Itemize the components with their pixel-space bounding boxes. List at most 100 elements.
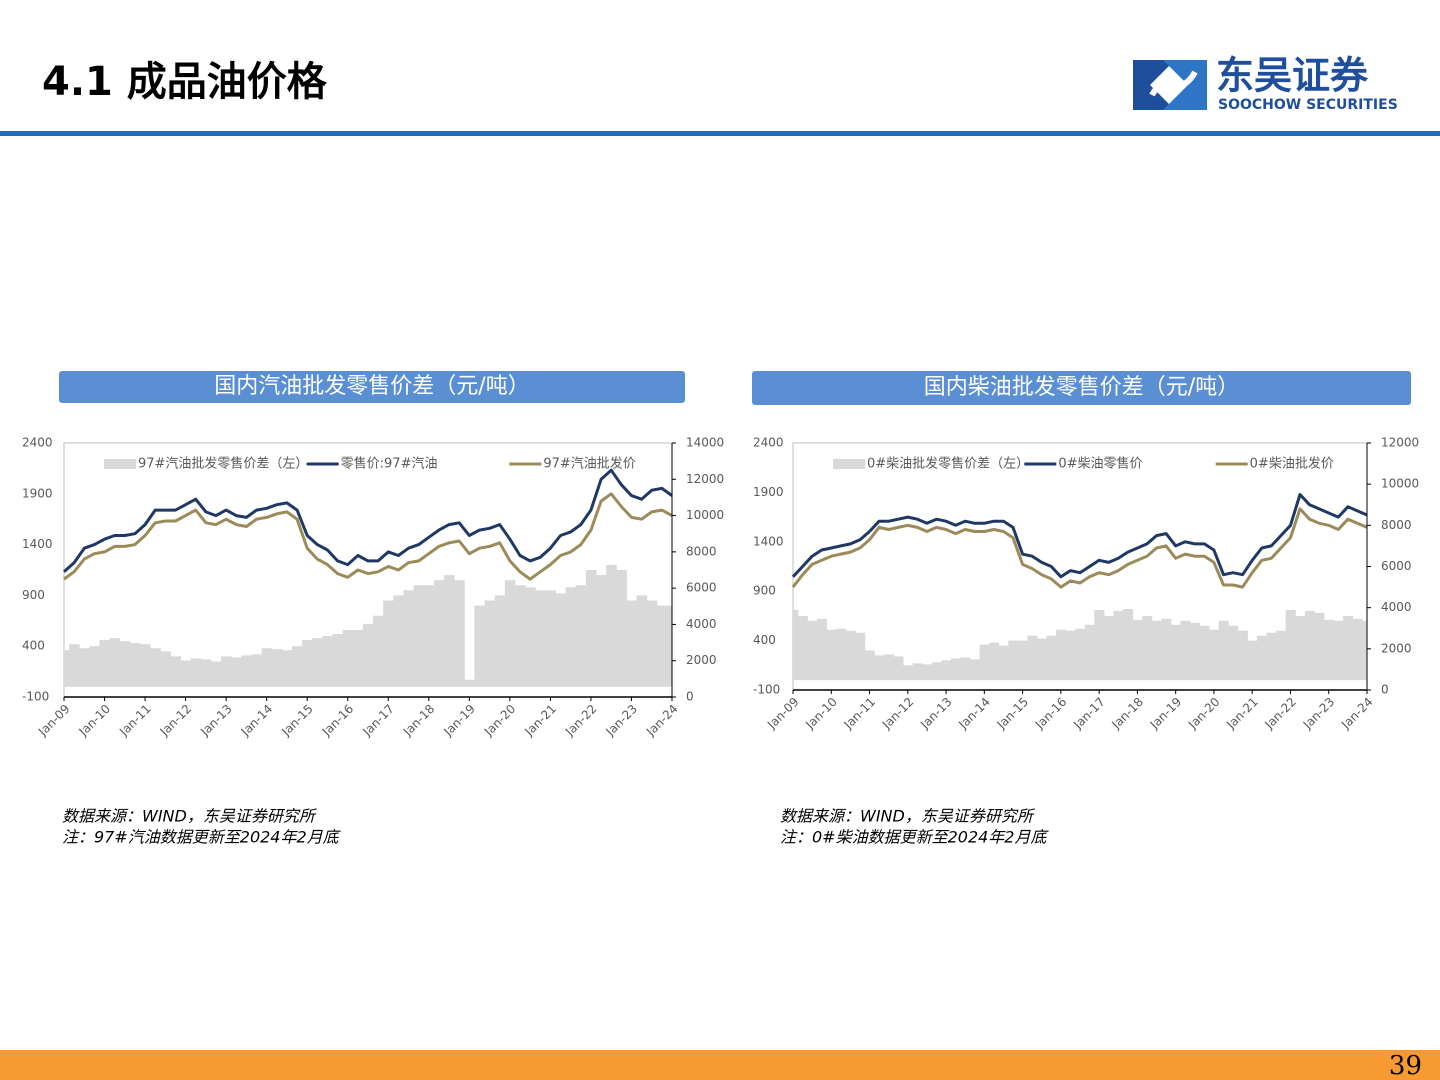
area-column [352,629,364,687]
x-tick-label: Jan-21 [1223,695,1261,733]
y2-tick-label: 10000 [1381,477,1419,491]
area-column [1304,610,1315,681]
area-column [1008,640,1019,681]
x-tick-label: Jan-10 [76,702,114,740]
y-tick-label: -100 [22,690,49,704]
source-note: 注：97#汽油数据更新至2024年2月底 [62,828,342,847]
area-column [99,640,111,687]
area-column [413,585,425,687]
y-tick-label: 1900 [753,485,784,499]
x-tick-label: Jan-09 [35,702,73,740]
area-column [119,641,131,687]
area-column [281,650,293,687]
area-column [312,638,323,687]
legend-swatch [104,459,136,469]
area-column [1333,620,1344,681]
area-column [231,657,242,687]
area-column [393,595,404,687]
area-column [874,655,885,681]
area-column [1103,615,1114,681]
area-column [251,654,263,687]
area-column [656,605,668,687]
x-tick-label: Jan-19 [440,702,478,740]
area-column [221,656,232,687]
area-column [535,590,546,687]
area-column [1218,620,1229,681]
series-line [791,507,1368,589]
y-tick-label: 1900 [22,486,53,500]
area-column [373,615,384,687]
area-column [845,630,856,681]
area-column [1237,630,1248,681]
area-column [855,632,866,681]
x-tick-label: Jan-10 [802,695,840,733]
area-column [1046,635,1057,681]
area-column [1084,624,1095,681]
area-column [302,640,313,687]
y-tick-label: 900 [22,588,45,602]
x-tick-label: Jan-19 [1147,695,1185,733]
area-column [484,600,496,687]
area-column [1027,635,1038,681]
x-tick-label: Jan-11 [841,695,879,733]
legend-label: 零售价:97#汽油 [341,456,438,472]
chart-title: 国内汽油批发零售价差（元/吨） [214,374,529,399]
area-column [504,580,516,687]
x-tick-label: Jan-09 [764,695,802,733]
area-column [666,605,673,687]
area-column [545,590,556,687]
area-column [150,648,161,687]
x-tick-label: Jan-12 [157,702,195,740]
logo-icon [1149,70,1198,97]
area-column [464,679,475,687]
x-tick-label: Jan-17 [359,702,397,740]
y-tick-label: 1400 [22,537,53,551]
area-column [903,665,914,681]
area-column [109,638,121,687]
area-column [292,646,303,687]
header-rule [0,131,1440,136]
legend-label: 0#柴油批发零售价差（左） [867,456,1029,472]
y-tick-label: 2400 [22,436,53,450]
area-column [1343,615,1354,681]
x-tick-label: Jan-13 [197,702,235,740]
logo-en: SOOCHOW SECURITIES [1218,97,1398,113]
area-column [1285,609,1296,681]
area-column [200,659,212,687]
area-column [261,648,273,687]
area-column [1161,618,1172,681]
area-column [931,662,942,681]
area-column [893,656,904,681]
x-tick-label: Jan-13 [917,695,955,733]
area-column [170,656,182,687]
area-column [64,650,70,687]
x-tick-label: Jan-15 [994,695,1032,733]
area-column [474,605,486,687]
area-column [979,644,990,681]
area-column [383,600,394,687]
footer-bar [0,1050,1440,1080]
area-column [514,585,526,687]
area-column [525,587,536,687]
area-column [636,595,648,687]
logo: 东吴证券 SOOCHOW SECURITIES [1133,54,1398,113]
area-column [129,643,141,687]
area-column [1352,618,1363,681]
page-number: 39 [1389,1051,1422,1080]
area-column [322,636,334,687]
area-column [596,575,607,687]
y2-tick-label: 8000 [686,544,717,558]
area-column [912,663,923,681]
area-column [180,660,192,687]
area-column [1123,608,1134,681]
source-note: 注：0#柴油数据更新至2024年2月底 [780,828,1049,847]
y2-tick-label: 8000 [1381,518,1412,532]
y2-tick-label: 2000 [686,653,717,667]
x-tick-label: Jan-14 [955,695,993,733]
slide-title: 4.1 成品油价格 [42,59,328,105]
area-column [646,600,658,687]
area-column [1247,640,1258,681]
legend-label: 97#汽油批发零售价差（左） [138,456,308,472]
x-tick-label: Jan-24 [643,702,681,740]
area-column [1256,635,1268,681]
